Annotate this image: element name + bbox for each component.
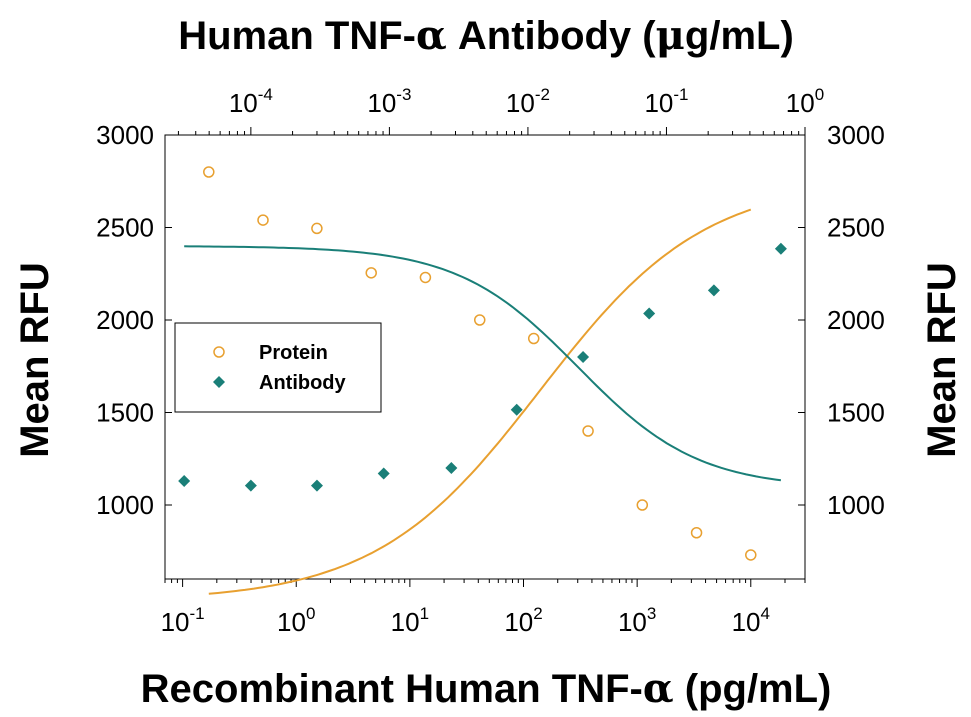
bottom-x-tick-label: 101 [391,604,429,637]
left-y-tick-label: 1000 [96,490,154,520]
antibody-point [445,462,458,474]
legend-antibody-label: Antibody [259,372,347,394]
left-y-axis-title: Mean RFU [13,262,57,458]
protein-point [473,314,486,326]
bottom-axis-title: Recombinant Human TNF-α (pg/mL) [141,665,832,712]
protein-point [365,267,377,279]
antibody-point [244,479,257,492]
legend-protein-label: Protein [259,342,328,364]
right-y-axis-title: Mean RFU [920,262,964,458]
antibody-point [577,351,590,363]
top-x-axis: 10-4 10-3 10-2 10-1 100 [177,85,824,135]
fit-curves [184,208,782,595]
top-x-tick-label: 10-3 [367,85,411,118]
bottom-x-tick-label: 100 [277,604,315,637]
bottom-x-tick-label: 10-1 [161,604,205,637]
top-x-tick-label: 10-4 [229,85,273,118]
legend-box [174,322,382,413]
left-y-axis: 1000 1500 2000 2500 3000 [96,120,172,520]
left-y-tick-label: 1500 [96,398,154,428]
bottom-x-tick-label: 103 [618,604,656,637]
right-y-axis: 1000 1500 2000 2500 3000 [798,120,885,520]
antibody-point [377,467,390,480]
protein-point [527,332,540,345]
legend-protein-marker [213,346,225,358]
protein-point [636,499,649,511]
antibody-fit-curve [184,245,782,482]
top-axis-title: Human TNF-α Antibody (μg/mL) [178,12,794,59]
protein-point [257,214,269,226]
plot-frame [164,134,806,580]
protein-point [690,527,703,539]
right-y-tick-label: 2000 [827,305,885,335]
bottom-x-tick-label: 102 [504,604,542,637]
top-x-tick-label: 100 [786,85,824,118]
protein-point [419,271,432,284]
data-points [178,166,787,561]
legend: Protein Antibody [174,322,382,413]
legend-antibody-marker [213,376,225,388]
top-x-tick-label: 10-1 [644,85,688,118]
protein-fit-curve [208,208,752,595]
antibody-point [643,307,656,320]
left-y-tick-label: 2000 [96,305,154,335]
antibody-point [510,403,523,416]
protein-point [203,166,215,178]
antibody-point [178,474,191,487]
top-x-tick-label: 10-2 [506,85,550,118]
right-y-tick-label: 2500 [827,213,885,243]
right-y-tick-label: 1000 [827,490,885,520]
protein-point [745,549,757,561]
antibody-point [707,284,720,297]
right-y-tick-label: 1500 [827,398,885,428]
left-y-tick-label: 3000 [96,120,154,150]
antibody-point [774,242,787,255]
bottom-x-tick-label: 104 [732,604,770,637]
protein-point [311,222,323,235]
protein-point [582,425,594,437]
antibody-point [310,479,323,492]
right-y-tick-label: 3000 [827,120,885,150]
left-y-tick-label: 2500 [96,213,154,243]
